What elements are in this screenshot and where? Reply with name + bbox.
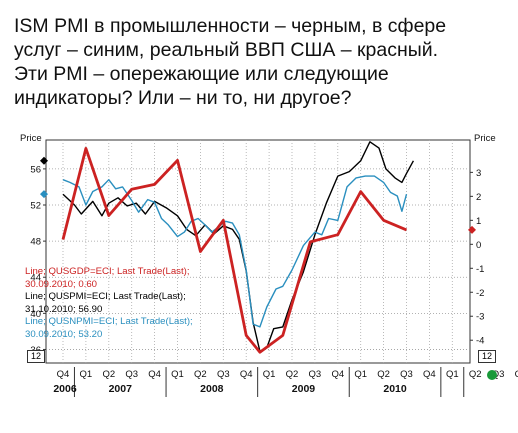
right-tick-label-3: 0: [476, 240, 481, 251]
left-axis-title: Price: [20, 133, 42, 144]
left-tick-label-3: 44: [30, 273, 41, 284]
corner-badge-left: 12: [27, 350, 45, 363]
caption-line-1: ISM PMI в промышленности – черным, в сфе…: [14, 15, 447, 37]
legend-label-pmi: Line; QUSPMI=ECI; Last Trade(Last);: [25, 291, 186, 302]
legend-sub-gdp: 30.09.2010; 0.60: [25, 278, 98, 290]
last-value-marker-pmi: [40, 156, 48, 165]
right-tick-label-2: 1: [476, 216, 481, 227]
caption-line-3: Эти PMI – опережающие или следующие: [14, 63, 389, 85]
x-quarter-label-16: Q4: [423, 369, 436, 380]
x-quarter-label-5: Q1: [171, 369, 184, 380]
x-quarter-label-15: Q3: [400, 369, 413, 380]
x-quarter-label-2: Q2: [102, 369, 115, 380]
caption-line-2: услуг – синим, реальный ВВП США – красны…: [14, 39, 439, 61]
x-quarter-label-4: Q4: [148, 369, 161, 380]
x-quarter-label-13: Q1: [354, 369, 367, 380]
corner-badge-right: 12: [478, 350, 496, 363]
series-line-2: [61, 147, 408, 354]
x-quarter-label-9: Q1: [263, 369, 276, 380]
chart-legend: Line; QUSGDP=ECI; Last Trade(Last); 30.0…: [25, 266, 193, 341]
x-quarter-label-14: Q2: [377, 369, 390, 380]
right-tick-label-1: 2: [476, 192, 481, 203]
legend-entry-npmi: Line; QUSNPMI=ECI; Last Trade(Last); 30.…: [25, 316, 193, 341]
x-quarter-label-0: Q4: [57, 369, 70, 380]
right-tick-label-6: -3: [476, 312, 484, 323]
x-year-label-3: 2009: [292, 383, 316, 395]
legend-sub-npmi: 30.09.2010; 53.20: [25, 328, 103, 340]
left-tick-label-1: 52: [30, 201, 41, 212]
right-tick-label-5: -2: [476, 288, 484, 299]
left-tick-label-4: 40: [30, 309, 41, 320]
x-quarter-label-18: Q2: [469, 369, 482, 380]
legend-entry-pmi: Line; QUSPMI=ECI; Last Trade(Last); 31.1…: [25, 291, 193, 316]
x-year-label-0: 2006: [53, 383, 77, 395]
x-quarter-label-10: Q2: [286, 369, 299, 380]
x-year-label-2: 2008: [200, 383, 224, 395]
x-quarter-label-12: Q4: [331, 369, 344, 380]
legend-entry-gdp: Line; QUSGDP=ECI; Last Trade(Last); 30.0…: [25, 266, 193, 291]
x-quarter-label-7: Q3: [217, 369, 230, 380]
x-quarter-label-6: Q2: [194, 369, 207, 380]
series-line-1: [62, 175, 408, 328]
x-quarter-label-17: Q1: [446, 369, 459, 380]
x-year-label-4: 2010: [383, 383, 407, 395]
legend-sub-pmi: 31.10.2010; 56.90: [25, 303, 103, 315]
right-axis-title: Price: [474, 133, 496, 144]
legend-label-npmi: Line; QUSNPMI=ECI; Last Trade(Last);: [25, 316, 193, 327]
x-quarter-label-3: Q3: [125, 369, 138, 380]
x-quarter-label-8: Q4: [240, 369, 253, 380]
status-dot: [487, 370, 497, 380]
left-tick-label-2: 48: [30, 237, 41, 248]
x-quarter-label-1: Q1: [80, 369, 93, 380]
plot-frame: [45, 139, 471, 364]
x-quarter-label-19: Q3: [492, 369, 505, 380]
last-value-marker-npmi: [40, 190, 48, 199]
left-tick-label-0: 56: [30, 164, 41, 175]
x-quarter-label-20: Q4: [515, 369, 518, 380]
legend-label-gdp: Line; QUSGDP=ECI; Last Trade(Last);: [25, 266, 190, 277]
right-tick-label-0: 3: [476, 168, 481, 179]
x-quarter-label-11: Q3: [309, 369, 322, 380]
right-tick-label-4: -1: [476, 264, 484, 275]
chart-caption: ISM PMI в промышленности – черным, в сфе…: [14, 14, 514, 110]
right-tick-label-7: -4: [476, 336, 484, 347]
caption-line-4: индикаторы? Или – ни то, ни другое?: [14, 87, 352, 109]
x-year-label-1: 2007: [109, 383, 133, 395]
last-value-marker-gdp: [468, 225, 476, 234]
